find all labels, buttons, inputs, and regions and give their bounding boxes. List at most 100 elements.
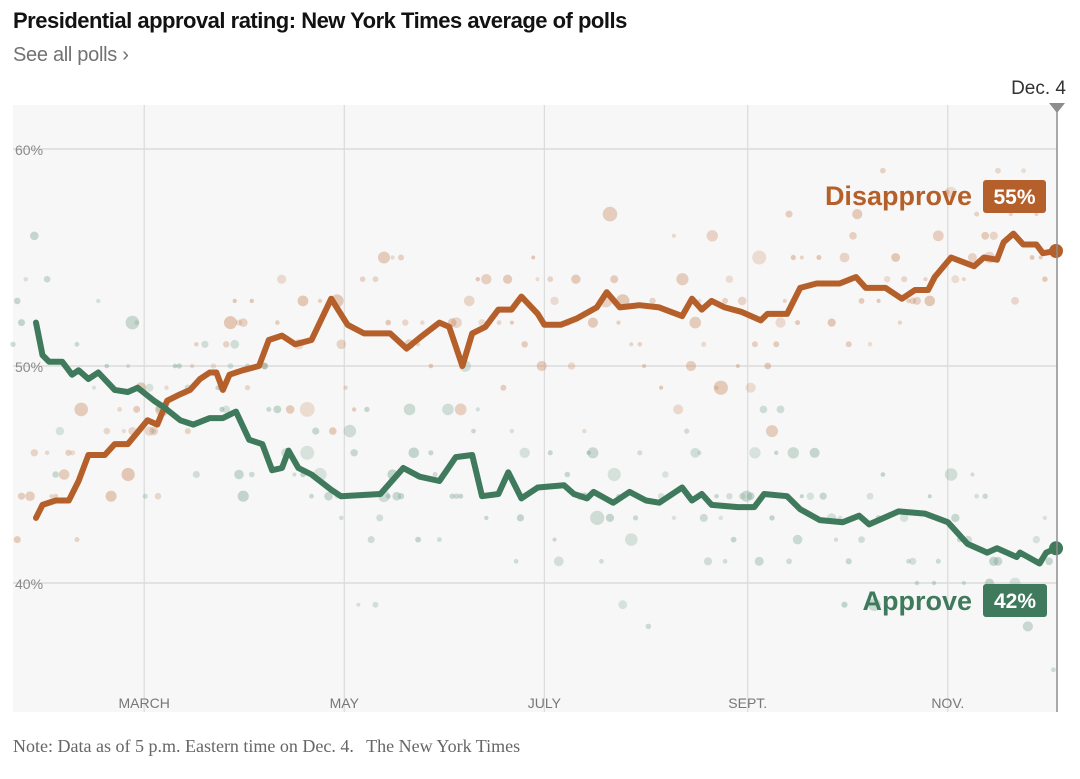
- current-date-marker-icon: [1049, 103, 1065, 113]
- plot-background: [13, 105, 1057, 712]
- poll-dot-approve: [392, 491, 402, 501]
- approve-label-group: Approve 42%: [862, 584, 1047, 617]
- poll-dot-approve: [52, 471, 59, 478]
- poll-dot-disapprove: [981, 231, 990, 240]
- poll-dot-disapprove: [58, 469, 70, 480]
- poll-dot-disapprove: [752, 250, 767, 265]
- poll-dot-approve: [740, 490, 753, 502]
- poll-dot-approve: [364, 406, 370, 413]
- poll-dot-approve: [564, 471, 571, 478]
- poll-dot-approve: [845, 558, 852, 565]
- poll-dot-disapprove: [521, 341, 528, 348]
- poll-dot-disapprove: [764, 362, 772, 370]
- poll-dot-approve: [586, 450, 591, 456]
- poll-dot-disapprove: [194, 342, 199, 347]
- poll-dot-approve: [449, 493, 455, 499]
- poll-dot-disapprove: [249, 298, 254, 304]
- poll-dot-disapprove: [790, 254, 796, 261]
- disapprove-value: 55%: [993, 186, 1035, 209]
- poll-dot-approve: [935, 558, 941, 564]
- chart-note: Note: Data as of 5 p.m. Eastern time on …: [13, 736, 528, 757]
- poll-dot-disapprove: [989, 231, 998, 240]
- x-tick-label: MAY: [330, 695, 360, 711]
- poll-dot-disapprove: [232, 298, 237, 304]
- poll-dot-approve: [607, 467, 621, 482]
- poll-dot-approve: [343, 424, 357, 438]
- poll-dot-disapprove: [685, 360, 697, 372]
- poll-dot-approve: [809, 447, 820, 458]
- poll-dot-disapprove: [536, 360, 547, 372]
- poll-dot-disapprove: [154, 492, 162, 500]
- poll-dot-disapprove: [277, 274, 287, 284]
- poll-dot-approve: [776, 405, 785, 414]
- poll-dot-disapprove: [210, 363, 217, 369]
- poll-dot-approve: [587, 447, 599, 459]
- poll-dot-disapprove: [880, 167, 886, 174]
- poll-dot-approve: [356, 602, 361, 607]
- poll-dot-approve: [437, 537, 442, 542]
- poll-dot-approve: [754, 556, 764, 566]
- poll-dot-approve: [230, 339, 240, 349]
- poll-dot-disapprove: [845, 341, 852, 348]
- poll-dot-approve: [645, 623, 652, 630]
- poll-dot-approve: [201, 340, 209, 348]
- poll-dot-approve: [292, 472, 297, 477]
- poll-dot-approve: [738, 492, 746, 500]
- poll-dot-disapprove: [649, 297, 656, 305]
- poll-dot-approve: [841, 601, 848, 608]
- poll-dot-approve: [248, 471, 255, 478]
- poll-dot-disapprove: [402, 319, 409, 326]
- poll-dot-disapprove: [567, 362, 576, 370]
- poll-dot-disapprove: [629, 342, 634, 347]
- poll-dot-approve: [858, 536, 865, 543]
- see-all-polls-link[interactable]: See all polls ›: [13, 44, 129, 66]
- poll-dot-approve: [273, 405, 282, 414]
- poll-dot-approve: [553, 556, 564, 567]
- poll-dot-approve: [914, 580, 920, 586]
- poll-dot-disapprove: [737, 296, 747, 306]
- poll-dot-disapprove: [351, 407, 357, 412]
- poll-dot-disapprove: [785, 210, 793, 218]
- poll-dot-disapprove: [317, 298, 323, 303]
- poll-dot-disapprove: [1038, 255, 1043, 260]
- poll-dot-approve: [944, 468, 958, 481]
- poll-dot-disapprove: [839, 252, 850, 263]
- poll-dot-disapprove: [924, 295, 936, 307]
- poll-dot-approve: [722, 558, 728, 564]
- poll-dot-disapprove: [121, 467, 135, 482]
- poll-dot-disapprove: [610, 275, 619, 284]
- poll-dot-disapprove: [745, 382, 756, 393]
- poll-dot-disapprove: [582, 428, 587, 434]
- poll-dot-disapprove: [883, 276, 891, 283]
- poll-dot-disapprove: [238, 318, 248, 327]
- poll-dot-approve: [145, 383, 154, 392]
- poll-dot-disapprove: [103, 427, 111, 435]
- poll-dot-approve: [415, 536, 421, 543]
- poll-dot-approve: [1032, 535, 1041, 544]
- poll-dot-approve: [632, 515, 639, 521]
- poll-dot-disapprove: [49, 494, 54, 499]
- poll-dot-approve: [880, 472, 886, 477]
- poll-dot-disapprove: [359, 276, 366, 283]
- poll-dot-approve: [552, 537, 557, 542]
- poll-dot-approve: [432, 472, 438, 477]
- poll-dot-disapprove: [943, 189, 950, 196]
- poll-dot-disapprove: [799, 255, 804, 260]
- poll-dot-disapprove: [372, 276, 379, 283]
- poll-dot-disapprove: [858, 298, 865, 304]
- poll-dot-disapprove: [659, 385, 664, 390]
- poll-dot-disapprove: [475, 277, 480, 282]
- poll-dot-approve: [1022, 621, 1033, 632]
- poll-dot-approve: [746, 492, 755, 501]
- poll-dot-disapprove: [105, 490, 117, 502]
- poll-dot-approve: [519, 447, 530, 458]
- poll-dot-approve: [192, 470, 200, 479]
- poll-dot-disapprove: [13, 536, 21, 544]
- poll-dot-disapprove: [390, 255, 395, 260]
- poll-dot-approve: [866, 492, 874, 500]
- poll-dot-disapprove: [775, 317, 786, 328]
- poll-dot-approve: [961, 580, 966, 586]
- x-tick-label: NOV.: [931, 695, 964, 711]
- poll-dot-disapprove: [149, 426, 159, 436]
